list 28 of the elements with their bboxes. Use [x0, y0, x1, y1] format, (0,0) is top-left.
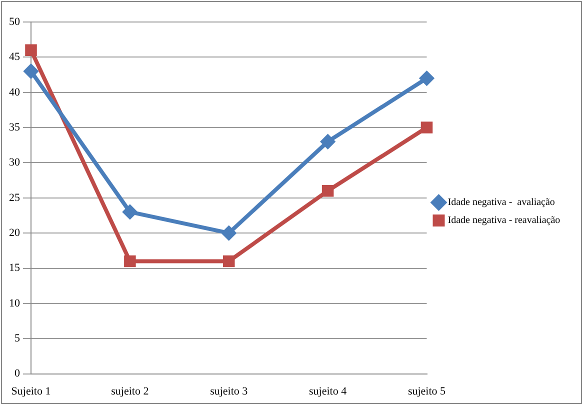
x-tick-label: Sujeito 1: [11, 385, 51, 398]
point: [222, 226, 236, 240]
y-tick-label: 35: [9, 121, 20, 134]
point: [122, 204, 137, 219]
x-tick-label: sujeito 4: [309, 385, 348, 398]
y-tick-label: 0: [14, 368, 20, 380]
y-tick-label: 50: [9, 16, 20, 28]
point: [420, 71, 434, 86]
y-tick-label: 10: [9, 297, 20, 310]
y-tick-label: 20: [9, 226, 20, 239]
point: [124, 255, 136, 268]
y-tick-label: 15: [9, 262, 20, 274]
y-tick-label: 45: [9, 51, 20, 64]
legend-label: Idade negativa - avaliação: [448, 197, 555, 208]
x-tick-label: sujeito 2: [111, 385, 149, 398]
y-tick-label: 5: [14, 332, 20, 345]
y-tick-label: 25: [9, 192, 20, 204]
point: [320, 134, 335, 149]
y-tick-label: 40: [9, 86, 20, 98]
x-tick-label: sujeito 3: [210, 385, 248, 398]
point: [24, 64, 38, 78]
point: [322, 184, 334, 197]
point: [420, 122, 433, 134]
legend-label: Idade negativa - reavaliação: [448, 215, 560, 226]
y-tick-label: 30: [9, 156, 20, 169]
point: [222, 255, 235, 268]
point: [25, 44, 37, 56]
x-tick-label: sujeito 5: [408, 385, 446, 398]
